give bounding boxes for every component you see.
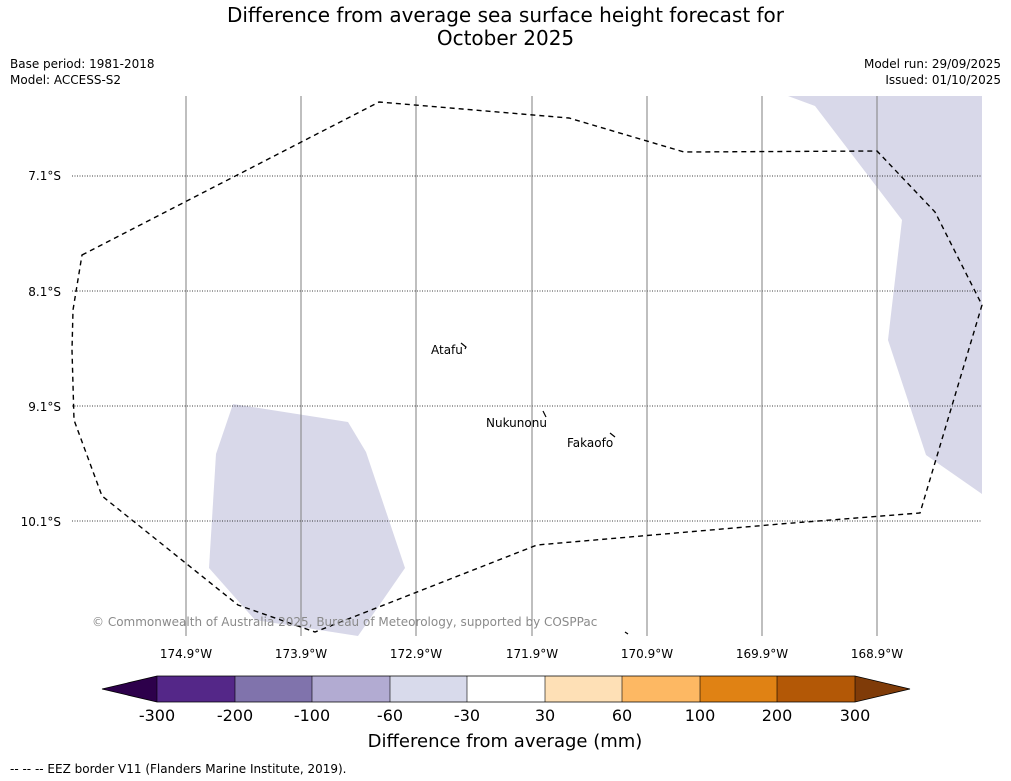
eez-legend-footnote: -- -- -- EEZ border V11 (Flanders Marine… — [10, 762, 347, 776]
longitude-gridlines — [185, 96, 878, 636]
colorbar-tick-label: 200 — [762, 706, 793, 725]
place-labels: Atafu Nukunonu Fakaofo — [431, 343, 613, 450]
atafu-island-mark — [460, 342, 467, 350]
colorbar-dividers — [156, 676, 856, 702]
lat-label: 7.1°S — [28, 169, 61, 183]
colorbar-segment — [622, 676, 700, 702]
lat-label: 8.1°S — [28, 285, 61, 299]
anomaly-shading — [209, 96, 982, 636]
latitude-labels: 7.1°S 8.1°S 9.1°S 10.1°S — [21, 169, 61, 529]
shading-region-southwest — [209, 404, 405, 636]
place-label-nukunonu: Nukunonu — [486, 416, 547, 430]
colorbar-tick-label: 100 — [685, 706, 716, 725]
colorbar-segment — [235, 676, 312, 702]
colorbar-tick-label: -60 — [377, 706, 403, 725]
issued-date: Issued: 01/10/2025 — [885, 73, 1001, 87]
meta-left: Base period: 1981-2018 Model: ACCESS-S2 — [10, 56, 155, 88]
lon-label: 171.9°W — [506, 647, 558, 661]
longitude-labels: 174.9°W 173.9°W 172.9°W 171.9°W 170.9°W … — [160, 647, 903, 661]
lon-label: 170.9°W — [621, 647, 673, 661]
title-line-2: October 2025 — [436, 26, 575, 50]
colorbar-tick-label: -30 — [454, 706, 480, 725]
minor-island-mark — [624, 631, 629, 635]
colorbar-tick-label: 60 — [612, 706, 632, 725]
lon-label: 168.9°W — [851, 647, 903, 661]
eez-border — [71, 101, 983, 633]
lon-label: 169.9°W — [736, 647, 788, 661]
colorbar-segment — [312, 676, 390, 702]
fakaofo-island-mark — [609, 432, 616, 438]
colorbar-tick-label: 300 — [840, 706, 871, 725]
shading-region-east — [788, 96, 982, 494]
colorbar: -300 -200 -100 -60 -30 30 60 100 200 300… — [101, 675, 911, 752]
colorbar-tick-label: -300 — [139, 706, 175, 725]
colorbar-segment — [467, 676, 545, 702]
colorbar-tick-label: -200 — [217, 706, 253, 725]
colorbar-segment — [390, 676, 467, 702]
lon-label: 173.9°W — [275, 647, 327, 661]
colorbar-segment — [777, 676, 855, 702]
place-label-atafu: Atafu — [431, 343, 463, 357]
colorbar-tick-label: 30 — [535, 706, 555, 725]
lon-label: 172.9°W — [390, 647, 442, 661]
copyright-credit: © Commonwealth of Australia 2025, Bureau… — [92, 615, 597, 629]
base-period: Base period: 1981-2018 — [10, 57, 155, 71]
island-markers — [460, 342, 629, 635]
meta-right: Model run: 29/09/2025 Issued: 01/10/2025 — [864, 56, 1001, 88]
latitude-gridlines — [72, 175, 982, 522]
colorbar-segment — [545, 676, 622, 702]
lon-label: 174.9°W — [160, 647, 212, 661]
colorbar-extend-high — [855, 676, 910, 702]
colorbar-segment — [700, 676, 777, 702]
colorbar-segment — [157, 676, 235, 702]
colorbar-tick-label: -100 — [294, 706, 330, 725]
model-run: Model run: 29/09/2025 — [863, 57, 1001, 71]
colorbar-extend-low — [102, 676, 157, 702]
colorbar-title: Difference from average (mm) — [368, 731, 643, 752]
lat-label: 9.1°S — [28, 400, 61, 414]
place-label-fakaofo: Fakaofo — [567, 436, 613, 450]
title-line-1: Difference from average sea surface heig… — [226, 3, 785, 27]
nukunonu-island-mark — [542, 410, 547, 418]
model-name: Model: ACCESS-S2 — [10, 73, 122, 87]
lat-label: 10.1°S — [21, 515, 61, 529]
map-title: Difference from average sea surface heig… — [0, 4, 1011, 50]
